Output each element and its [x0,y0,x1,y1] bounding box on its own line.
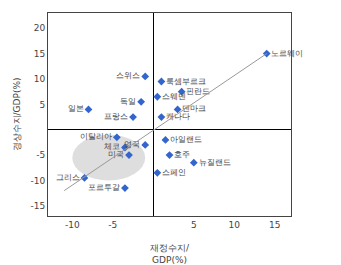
svg-text:-10: -10 [30,176,45,186]
svg-text:그리스: 그리스 [56,173,80,182]
svg-text:-15: -15 [30,201,45,211]
svg-text:캐나다: 캐나다 [166,112,190,121]
svg-text:-5: -5 [108,220,117,230]
svg-text:5: 5 [191,220,197,230]
svg-text:체코: 체코 [104,142,120,151]
svg-text:-5: -5 [36,150,45,160]
svg-text:미국: 미국 [108,150,124,159]
svg-text:일본: 일본 [68,104,84,113]
svg-text:5: 5 [39,100,45,110]
svg-text:경상수지/GDP(%): 경상수지/GDP(%) [12,78,22,152]
svg-text:10: 10 [34,74,46,84]
svg-text:스웨덴: 스웨덴 [162,92,186,101]
svg-text:10: 10 [229,220,241,230]
svg-text:이탈리아: 이탈리아 [80,132,112,141]
svg-text:아일랜드: 아일랜드 [170,135,202,144]
svg-text:덴마크: 덴마크 [182,104,206,113]
svg-text:독일: 독일 [120,97,136,106]
svg-text:20: 20 [34,23,46,33]
svg-text:재정수지/GDP(%): 재정수지/GDP(%) [150,243,190,265]
svg-text:핀란드: 핀란드 [186,87,210,96]
svg-text:15: 15 [34,49,45,59]
svg-text:포르투갈: 포르투갈 [88,183,120,192]
svg-text:스페인: 스페인 [162,168,186,177]
svg-text:호주: 호주 [174,150,190,159]
svg-text:룩셈부르크: 룩셈부르크 [166,77,206,86]
svg-text:노르웨이: 노르웨이 [271,49,303,58]
svg-text:스위스: 스위스 [116,71,140,80]
svg-text:-10: -10 [65,220,80,230]
svg-text:프랑스: 프랑스 [104,112,128,121]
svg-text:영국: 영국 [124,140,140,149]
svg-text:뉴질랜드: 뉴질랜드 [199,158,231,167]
svg-text:15: 15 [269,220,280,230]
